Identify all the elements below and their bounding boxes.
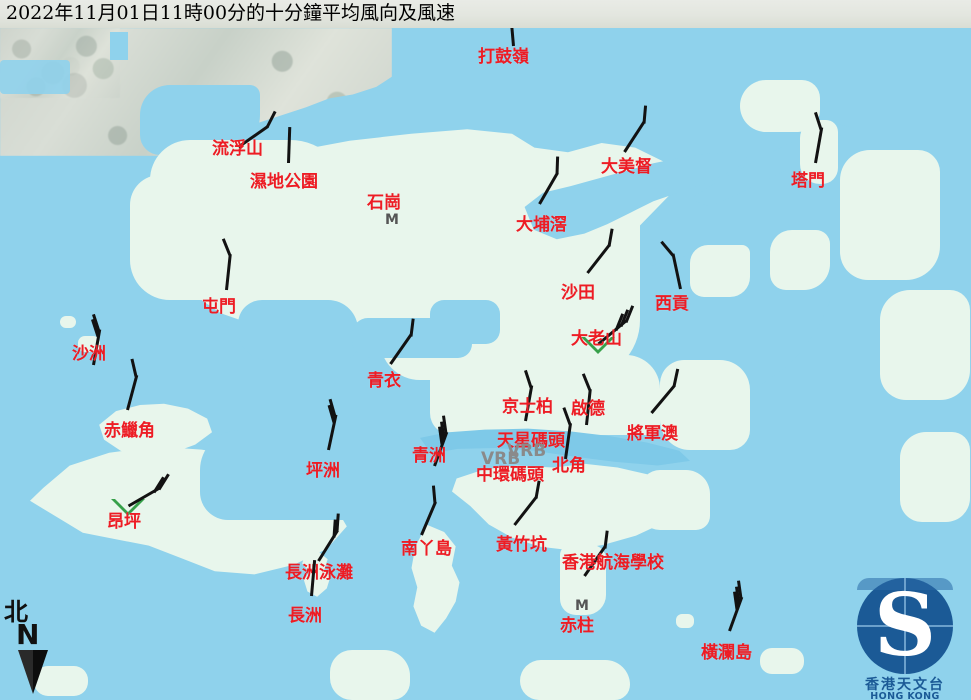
land-far-east	[880, 290, 970, 400]
logo-text-zh: 香港天文台	[865, 677, 945, 693]
logo-s-glyph-icon: S	[873, 575, 937, 676]
variable-wind-marker: VRB	[481, 449, 521, 469]
land-small-island-w2	[60, 316, 76, 328]
land-saikung-peninsula	[690, 245, 750, 297]
station-label: 大老山	[571, 329, 622, 349]
logo-text-en: HONG KONG OBSERVATORY	[870, 691, 940, 700]
station-label: 屯門	[202, 297, 236, 317]
missing-data-marker: M	[385, 212, 399, 228]
station-label: 橫瀾島	[701, 643, 752, 663]
land-se-island	[520, 660, 630, 700]
land-far-ne	[840, 150, 940, 280]
sea-tuenmun-bay	[238, 300, 358, 360]
title-bar: 2022年11月01日11時00分的十分鐘平均風向及風速	[0, 0, 971, 28]
station-label: 大美督	[601, 157, 652, 177]
station-label: 赤鱲角	[104, 421, 155, 441]
compass-rose: 北 N	[2, 592, 62, 700]
station-label: 北角	[552, 456, 586, 476]
sea-shing-mun	[430, 300, 500, 344]
station-label: 坪洲	[306, 461, 340, 481]
hko-logo: S 香港天文台 HONG KONG OBSERVATORY	[845, 575, 965, 700]
station-label: 沙田	[561, 283, 595, 303]
station-label: 中環碼頭	[476, 465, 544, 485]
land-e-islet	[676, 614, 694, 628]
station-label: 啟德	[571, 399, 605, 419]
station-label: 天星碼頭	[497, 431, 565, 451]
land-s-island	[330, 650, 410, 700]
page-title: 2022年11月01日11時00分的十分鐘平均風向及風速	[6, 2, 456, 24]
compass-label-en: N	[16, 618, 40, 651]
sea-inlet-deepbay	[0, 60, 70, 94]
wind-barb-shaft	[286, 126, 291, 164]
land-saikung-east-islands	[770, 230, 830, 290]
station-label: 長洲	[288, 606, 322, 626]
land-ne-islands	[740, 80, 820, 132]
land-ne-corner	[900, 432, 970, 522]
station-label: 青洲	[412, 446, 446, 466]
land-kowloon	[430, 355, 660, 435]
station-label: 黃竹坑	[496, 535, 547, 555]
station-label: 打鼓嶺	[478, 47, 529, 67]
compass-needle-icon	[18, 650, 48, 694]
station-label: 南丫島	[401, 539, 452, 559]
station-label: 將軍澳	[627, 424, 678, 444]
station-label: 塔門	[791, 171, 825, 191]
station-label: 長洲泳灘	[285, 563, 353, 583]
station-label: 流浮山	[212, 139, 263, 159]
station-label: 濕地公園	[250, 172, 318, 192]
station-label: 京士柏	[502, 397, 553, 417]
missing-data-marker: M	[575, 598, 589, 614]
compass-label-cn: 北	[4, 597, 28, 626]
station-label: 香港航海學校	[562, 553, 664, 573]
station-label: 昂坪	[107, 512, 141, 532]
station-label: 青衣	[367, 371, 401, 391]
sea-west-lamma-channel	[200, 430, 410, 520]
land-po-toi	[760, 648, 804, 674]
land-tuenmun	[130, 175, 280, 300]
land-shaukeiwan	[640, 470, 710, 530]
station-label: 石崗	[367, 193, 401, 213]
station-label: 大埔滘	[516, 215, 567, 235]
station-label: 沙洲	[72, 344, 106, 364]
station-label: 西貢	[655, 294, 689, 314]
station-label: 赤柱	[560, 616, 594, 636]
sea-inlet-west	[110, 32, 128, 60]
wind-barb-feather	[555, 156, 560, 175]
variable-wind-marker: VRB	[507, 441, 547, 461]
